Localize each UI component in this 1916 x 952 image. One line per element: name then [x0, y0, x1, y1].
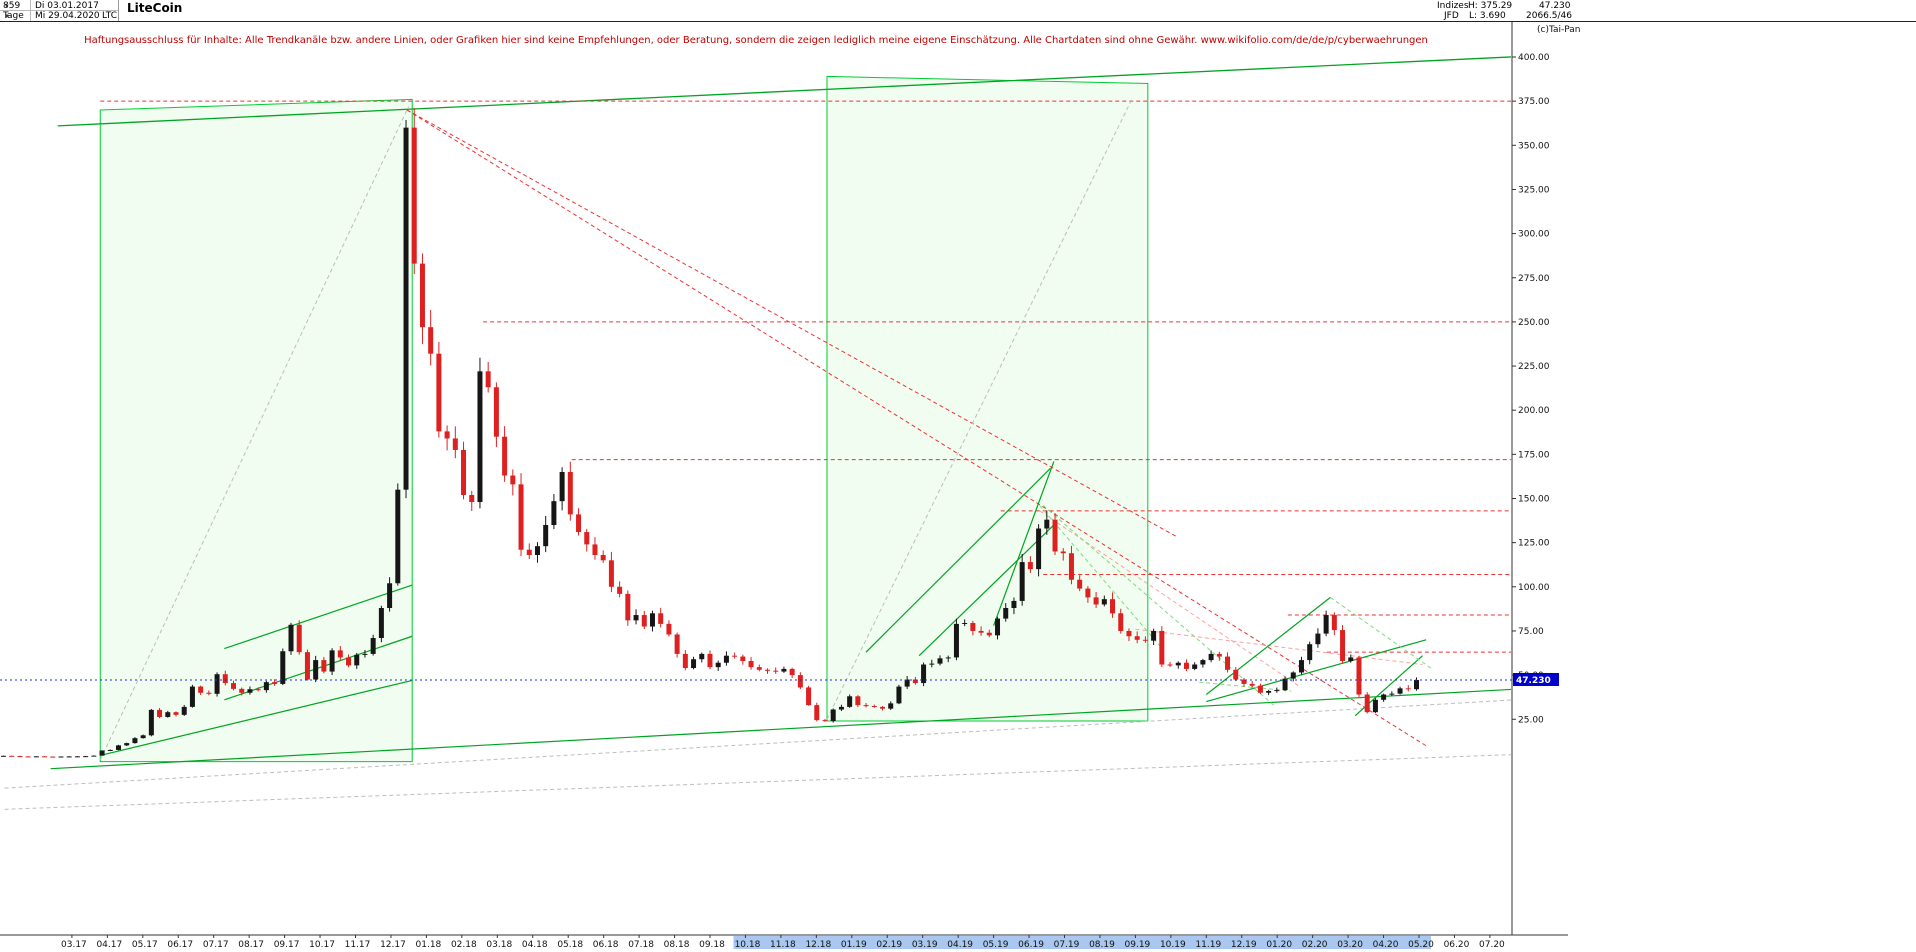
svg-text:02.18: 02.18	[451, 940, 477, 950]
chart-header: 859 ▾ Di 03.01.2017 Tage ▾ Mi 29.04.2020 L…	[0, 0, 1916, 22]
price-axis: 400.00 375.00 350.00 325.00 300.00 275.00 250.…	[1511, 22, 1550, 935]
time-axis: 03.17 04.17 05.17 06.17 07.17 08.17 09.17 10.17…	[0, 934, 1568, 950]
copyright-label: (c)Tai-Pan	[1537, 25, 1581, 35]
svg-text:09.17: 09.17	[274, 940, 300, 950]
caret-down-icon: ▾	[5, 2, 9, 10]
svg-text:11.19: 11.19	[1195, 940, 1221, 950]
svg-text:12.18: 12.18	[805, 940, 831, 950]
svg-text:47.230: 47.230	[1516, 676, 1551, 686]
plot-area[interactable]	[0, 55, 1547, 810]
channel-boxes	[99, 75, 1149, 763]
svg-text:07.18: 07.18	[628, 940, 654, 950]
svg-text:200.00: 200.00	[1518, 406, 1550, 416]
svg-text:07.17: 07.17	[203, 940, 229, 950]
caret-down-icon: ▾	[5, 12, 9, 20]
svg-text:225.00: 225.00	[1518, 362, 1550, 372]
svg-text:08.19: 08.19	[1089, 940, 1115, 950]
start-date-field[interactable]: Di 03.01.2017	[35, 1, 99, 11]
svg-text:05.20: 05.20	[1408, 940, 1434, 950]
range-controls-box	[0, 0, 119, 21]
feed-label: JFD	[1444, 11, 1459, 21]
svg-text:03.20: 03.20	[1337, 940, 1363, 950]
header-divider-vertical	[30, 0, 31, 21]
svg-text:175.00: 175.00	[1518, 450, 1550, 460]
svg-text:07.19: 07.19	[1054, 940, 1080, 950]
svg-text:350.00: 350.00	[1518, 141, 1550, 151]
svg-text:125.00: 125.00	[1518, 539, 1550, 549]
svg-text:09.19: 09.19	[1125, 940, 1151, 950]
svg-text:01.20: 01.20	[1266, 940, 1292, 950]
chart-title: LiteCoin	[127, 1, 183, 15]
svg-text:05.17: 05.17	[132, 940, 158, 950]
svg-text:250.00: 250.00	[1518, 318, 1550, 328]
header-divider	[0, 10, 118, 11]
period-value: Tage	[3, 11, 24, 21]
svg-text:02.20: 02.20	[1302, 940, 1328, 950]
svg-text:08.18: 08.18	[664, 940, 690, 950]
bars-count-value: 859	[3, 1, 21, 11]
svg-text:12.17: 12.17	[380, 940, 406, 950]
svg-text:11.17: 11.17	[345, 940, 371, 950]
index-label: Indizes	[1437, 1, 1469, 11]
trend-lines	[4, 56, 1511, 810]
svg-text:03.19: 03.19	[912, 940, 938, 950]
svg-text:275.00: 275.00	[1518, 274, 1550, 284]
period-low: L: 3.690	[1469, 11, 1506, 21]
svg-text:03.18: 03.18	[486, 940, 512, 950]
svg-text:400.00: 400.00	[1518, 53, 1550, 63]
svg-text:08.17: 08.17	[238, 940, 264, 950]
svg-text:12.19: 12.19	[1231, 940, 1257, 950]
svg-text:05.19: 05.19	[983, 940, 1009, 950]
svg-text:06.20: 06.20	[1444, 940, 1470, 950]
svg-text:06.19: 06.19	[1018, 940, 1044, 950]
current-price: 47.230	[1539, 1, 1571, 11]
svg-text:11.18: 11.18	[770, 940, 796, 950]
volume-info: 2066.5/46	[1526, 11, 1572, 21]
svg-text:10.18: 10.18	[735, 940, 761, 950]
svg-text:02.19: 02.19	[876, 940, 902, 950]
svg-text:150.00: 150.00	[1518, 495, 1550, 505]
svg-text:300.00: 300.00	[1518, 230, 1550, 240]
svg-text:375.00: 375.00	[1518, 97, 1550, 107]
current-price-badge: 47.230	[1513, 672, 1559, 686]
svg-text:325.00: 325.00	[1518, 185, 1550, 195]
symbol-field[interactable]: LTC	[102, 11, 118, 21]
svg-text:04.20: 04.20	[1373, 940, 1399, 950]
end-date-field[interactable]: Mi 29.04.2020	[35, 11, 100, 21]
svg-text:01.18: 01.18	[416, 940, 442, 950]
svg-text:10.19: 10.19	[1160, 940, 1186, 950]
candles	[0, 107, 1419, 758]
svg-text:07.20: 07.20	[1479, 940, 1505, 950]
svg-text:04.19: 04.19	[947, 940, 973, 950]
svg-text:100.00: 100.00	[1518, 583, 1550, 593]
disclaimer-text: Haftungsausschluss für Inhalte: Alle Tre…	[84, 35, 1428, 46]
svg-text:06.17: 06.17	[167, 940, 193, 950]
svg-text:04.17: 04.17	[96, 940, 122, 950]
svg-text:06.18: 06.18	[593, 940, 619, 950]
svg-text:04.18: 04.18	[522, 940, 548, 950]
svg-text:25.00: 25.00	[1518, 715, 1544, 725]
period-high: H: 375.29	[1468, 1, 1513, 11]
svg-text:03.17: 03.17	[61, 940, 87, 950]
svg-text:75.00: 75.00	[1518, 627, 1544, 637]
svg-text:10.17: 10.17	[309, 940, 335, 950]
svg-text:09.18: 09.18	[699, 940, 725, 950]
visible-range-band[interactable]	[733, 936, 1431, 949]
svg-text:01.19: 01.19	[841, 940, 867, 950]
svg-text:05.18: 05.18	[557, 940, 583, 950]
